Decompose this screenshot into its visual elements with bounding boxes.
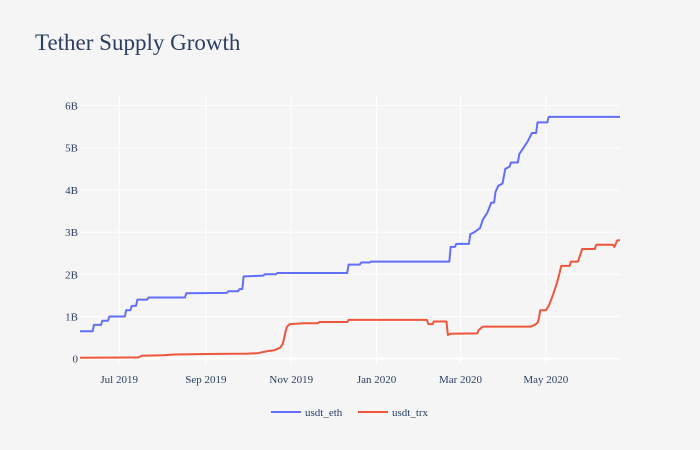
x-tick-label: Jan 2020 bbox=[357, 374, 397, 386]
y-tick-label: 1B bbox=[65, 311, 78, 323]
x-axis-ticks: Jul 2019 Sep 2019 Nov 2019 Jan 2020 Mar 2020… bbox=[100, 374, 568, 386]
legend-item-usdt-trx[interactable]: usdt_trx bbox=[358, 407, 429, 419]
chart-title: Tether Supply Growth bbox=[35, 30, 241, 55]
series-line-usdt-eth bbox=[80, 115, 620, 333]
grid-lines bbox=[80, 95, 620, 365]
x-tick-label: Nov 2019 bbox=[269, 374, 313, 386]
x-tick-label: May 2020 bbox=[523, 374, 568, 386]
y-tick-label: 0 bbox=[73, 354, 79, 366]
series-line-usdt-trx bbox=[79, 239, 621, 359]
y-axis-ticks: 0 1B 2B 3B 4B 5B 6B bbox=[65, 101, 78, 366]
x-tick-label: Jul 2019 bbox=[100, 374, 138, 386]
legend[interactable]: usdt_eth usdt_trx bbox=[271, 407, 429, 419]
legend-item-usdt-eth[interactable]: usdt_eth bbox=[271, 407, 343, 419]
y-tick-label: 5B bbox=[65, 143, 78, 155]
y-tick-label: 2B bbox=[65, 269, 78, 281]
legend-label: usdt_eth bbox=[305, 407, 343, 419]
legend-label: usdt_trx bbox=[392, 407, 429, 419]
y-tick-label: 6B bbox=[65, 101, 78, 113]
series-lines bbox=[79, 115, 621, 359]
x-tick-label: Mar 2020 bbox=[439, 374, 483, 386]
y-tick-label: 4B bbox=[65, 185, 78, 197]
y-tick-label: 3B bbox=[65, 227, 78, 239]
x-tick-label: Sep 2019 bbox=[185, 374, 227, 386]
